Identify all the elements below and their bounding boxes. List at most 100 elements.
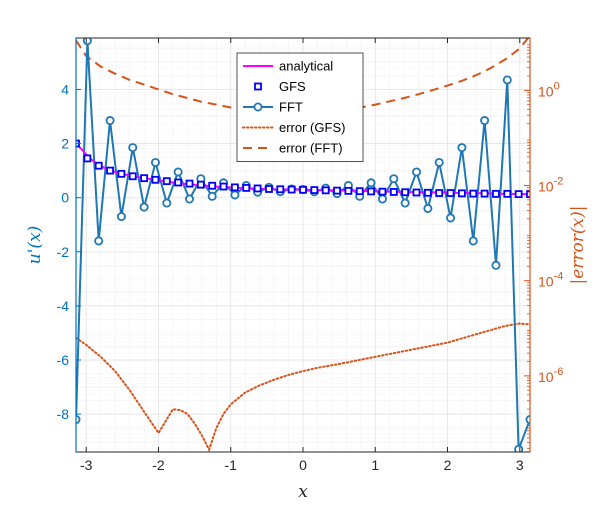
series-gfs-point <box>287 185 296 194</box>
y-left-axis-label: u'(x) <box>25 226 45 264</box>
series-fft-point <box>184 194 194 204</box>
series-gfs-point <box>128 172 137 181</box>
series-fft-point <box>434 157 444 167</box>
series-gfs-point <box>492 189 500 198</box>
y-right-tick-label: 100 <box>538 80 560 99</box>
series-gfs-point <box>469 189 478 198</box>
series-gfs-point <box>423 188 432 197</box>
series-gfs-point <box>378 187 387 196</box>
series-gfs-point <box>83 154 92 163</box>
series-fft-point <box>377 194 387 204</box>
series-gfs-point <box>208 181 217 190</box>
legend-label: error (GFS) <box>279 120 345 135</box>
series-gfs-point <box>367 187 376 196</box>
series-fft-point <box>94 236 104 246</box>
series-gfs-point <box>230 183 239 192</box>
series-gfs-point <box>457 189 466 198</box>
series-gfs-point <box>435 189 444 197</box>
series-fft-point <box>116 212 126 222</box>
legend-label: analytical <box>279 59 333 74</box>
series-fft-point <box>525 415 530 425</box>
series-fft-point <box>411 167 421 177</box>
series-gfs-point <box>299 185 307 194</box>
series-fft-point <box>400 198 410 208</box>
series-gfs-point <box>412 188 421 197</box>
series-gfs-point <box>321 186 330 195</box>
y-left-tick-label: 4 <box>61 81 69 97</box>
series-gfs-point <box>196 180 205 189</box>
series-fft-point <box>480 116 490 126</box>
x-tick-label: -3 <box>80 457 93 473</box>
series-fft-point <box>366 178 376 188</box>
series-gfs-point <box>151 175 160 184</box>
series-gfs-point <box>333 186 341 195</box>
y-left-tick-label: 2 <box>61 136 69 152</box>
series-fft-point <box>423 203 433 213</box>
series-gfs-point <box>310 186 319 194</box>
series-gfs-point <box>265 185 273 193</box>
series-fft-point <box>150 157 160 167</box>
series-fft-point <box>502 75 512 85</box>
series-gfs-point <box>389 188 398 196</box>
series-fft-point <box>105 116 115 126</box>
series-gfs-point <box>526 190 530 199</box>
legend-label: FFT <box>279 100 303 115</box>
y-left-tick-label: -4 <box>57 298 70 314</box>
x-tick-label: 1 <box>371 457 379 473</box>
y-left-tick-label: -6 <box>57 352 70 368</box>
series-fft-point <box>457 143 467 153</box>
series-fft-point <box>82 38 92 46</box>
series-gfs-point <box>355 187 364 196</box>
series-gfs-point <box>401 188 410 197</box>
series-fft-point <box>491 260 501 270</box>
series-gfs-point <box>480 189 489 198</box>
legend-swatch-fft-marker <box>253 102 263 112</box>
y-right-axis-label: |error(x)| <box>568 206 588 285</box>
x-tick-label: 0 <box>299 457 307 473</box>
series-gfs-point <box>219 182 228 191</box>
y-right-tick-label: 10-2 <box>538 176 563 195</box>
legend: analytical GFS FFT error (GFS) error (FFT) <box>236 52 364 162</box>
legend-label: GFS <box>279 79 306 94</box>
series-error-gfs-line <box>76 322 530 452</box>
series-gfs-point <box>276 185 285 194</box>
series-fft-point <box>468 236 478 246</box>
y-right-tick-label: 10-6 <box>538 366 563 385</box>
series-fft-point <box>207 191 217 201</box>
series-gfs-point <box>253 184 262 193</box>
series-gfs-point <box>106 166 114 175</box>
x-tick-label: 3 <box>516 457 524 473</box>
legend-swatch-gfs <box>254 82 262 91</box>
series-gfs-point <box>174 178 183 187</box>
ticks-layer: -3 -2 -1 0 1 2 3 4 2 0 -2 -4 -6 -8 100 10-2 10-4 10-6 <box>57 38 563 473</box>
series-gfs-point <box>162 177 171 186</box>
series-gfs-point <box>140 174 149 183</box>
series-fft-point <box>173 167 183 177</box>
y-left-tick-label: 0 <box>61 190 69 206</box>
y-right-tick-label: 10-4 <box>538 271 563 290</box>
series-fft-point <box>230 190 240 200</box>
x-tick-label: 2 <box>444 457 452 473</box>
series-fft-point <box>446 213 456 223</box>
series-gfs-point <box>344 186 353 195</box>
series-gfs-point <box>503 189 512 198</box>
x-tick-label: -2 <box>152 457 165 473</box>
x-axis-label: x <box>298 482 308 502</box>
x-tick-label: -1 <box>225 457 238 473</box>
series-gfs-point <box>117 169 126 178</box>
y-left-tick-label: -2 <box>57 244 70 260</box>
series-fft-point <box>128 143 138 153</box>
series-fft-point <box>139 202 149 212</box>
legend-label: error (FFT) <box>279 141 343 156</box>
series-fft-point <box>389 174 399 184</box>
series-gfs-point <box>185 179 194 188</box>
series-gfs-point <box>446 189 455 197</box>
series-fft-point <box>514 444 524 452</box>
series-fft-point <box>162 198 172 208</box>
series-gfs-point <box>242 184 251 192</box>
series-layer <box>76 38 530 452</box>
series-gfs-point <box>94 161 103 170</box>
series-gfs-point <box>514 190 523 199</box>
y-left-tick-label: -8 <box>57 406 70 422</box>
